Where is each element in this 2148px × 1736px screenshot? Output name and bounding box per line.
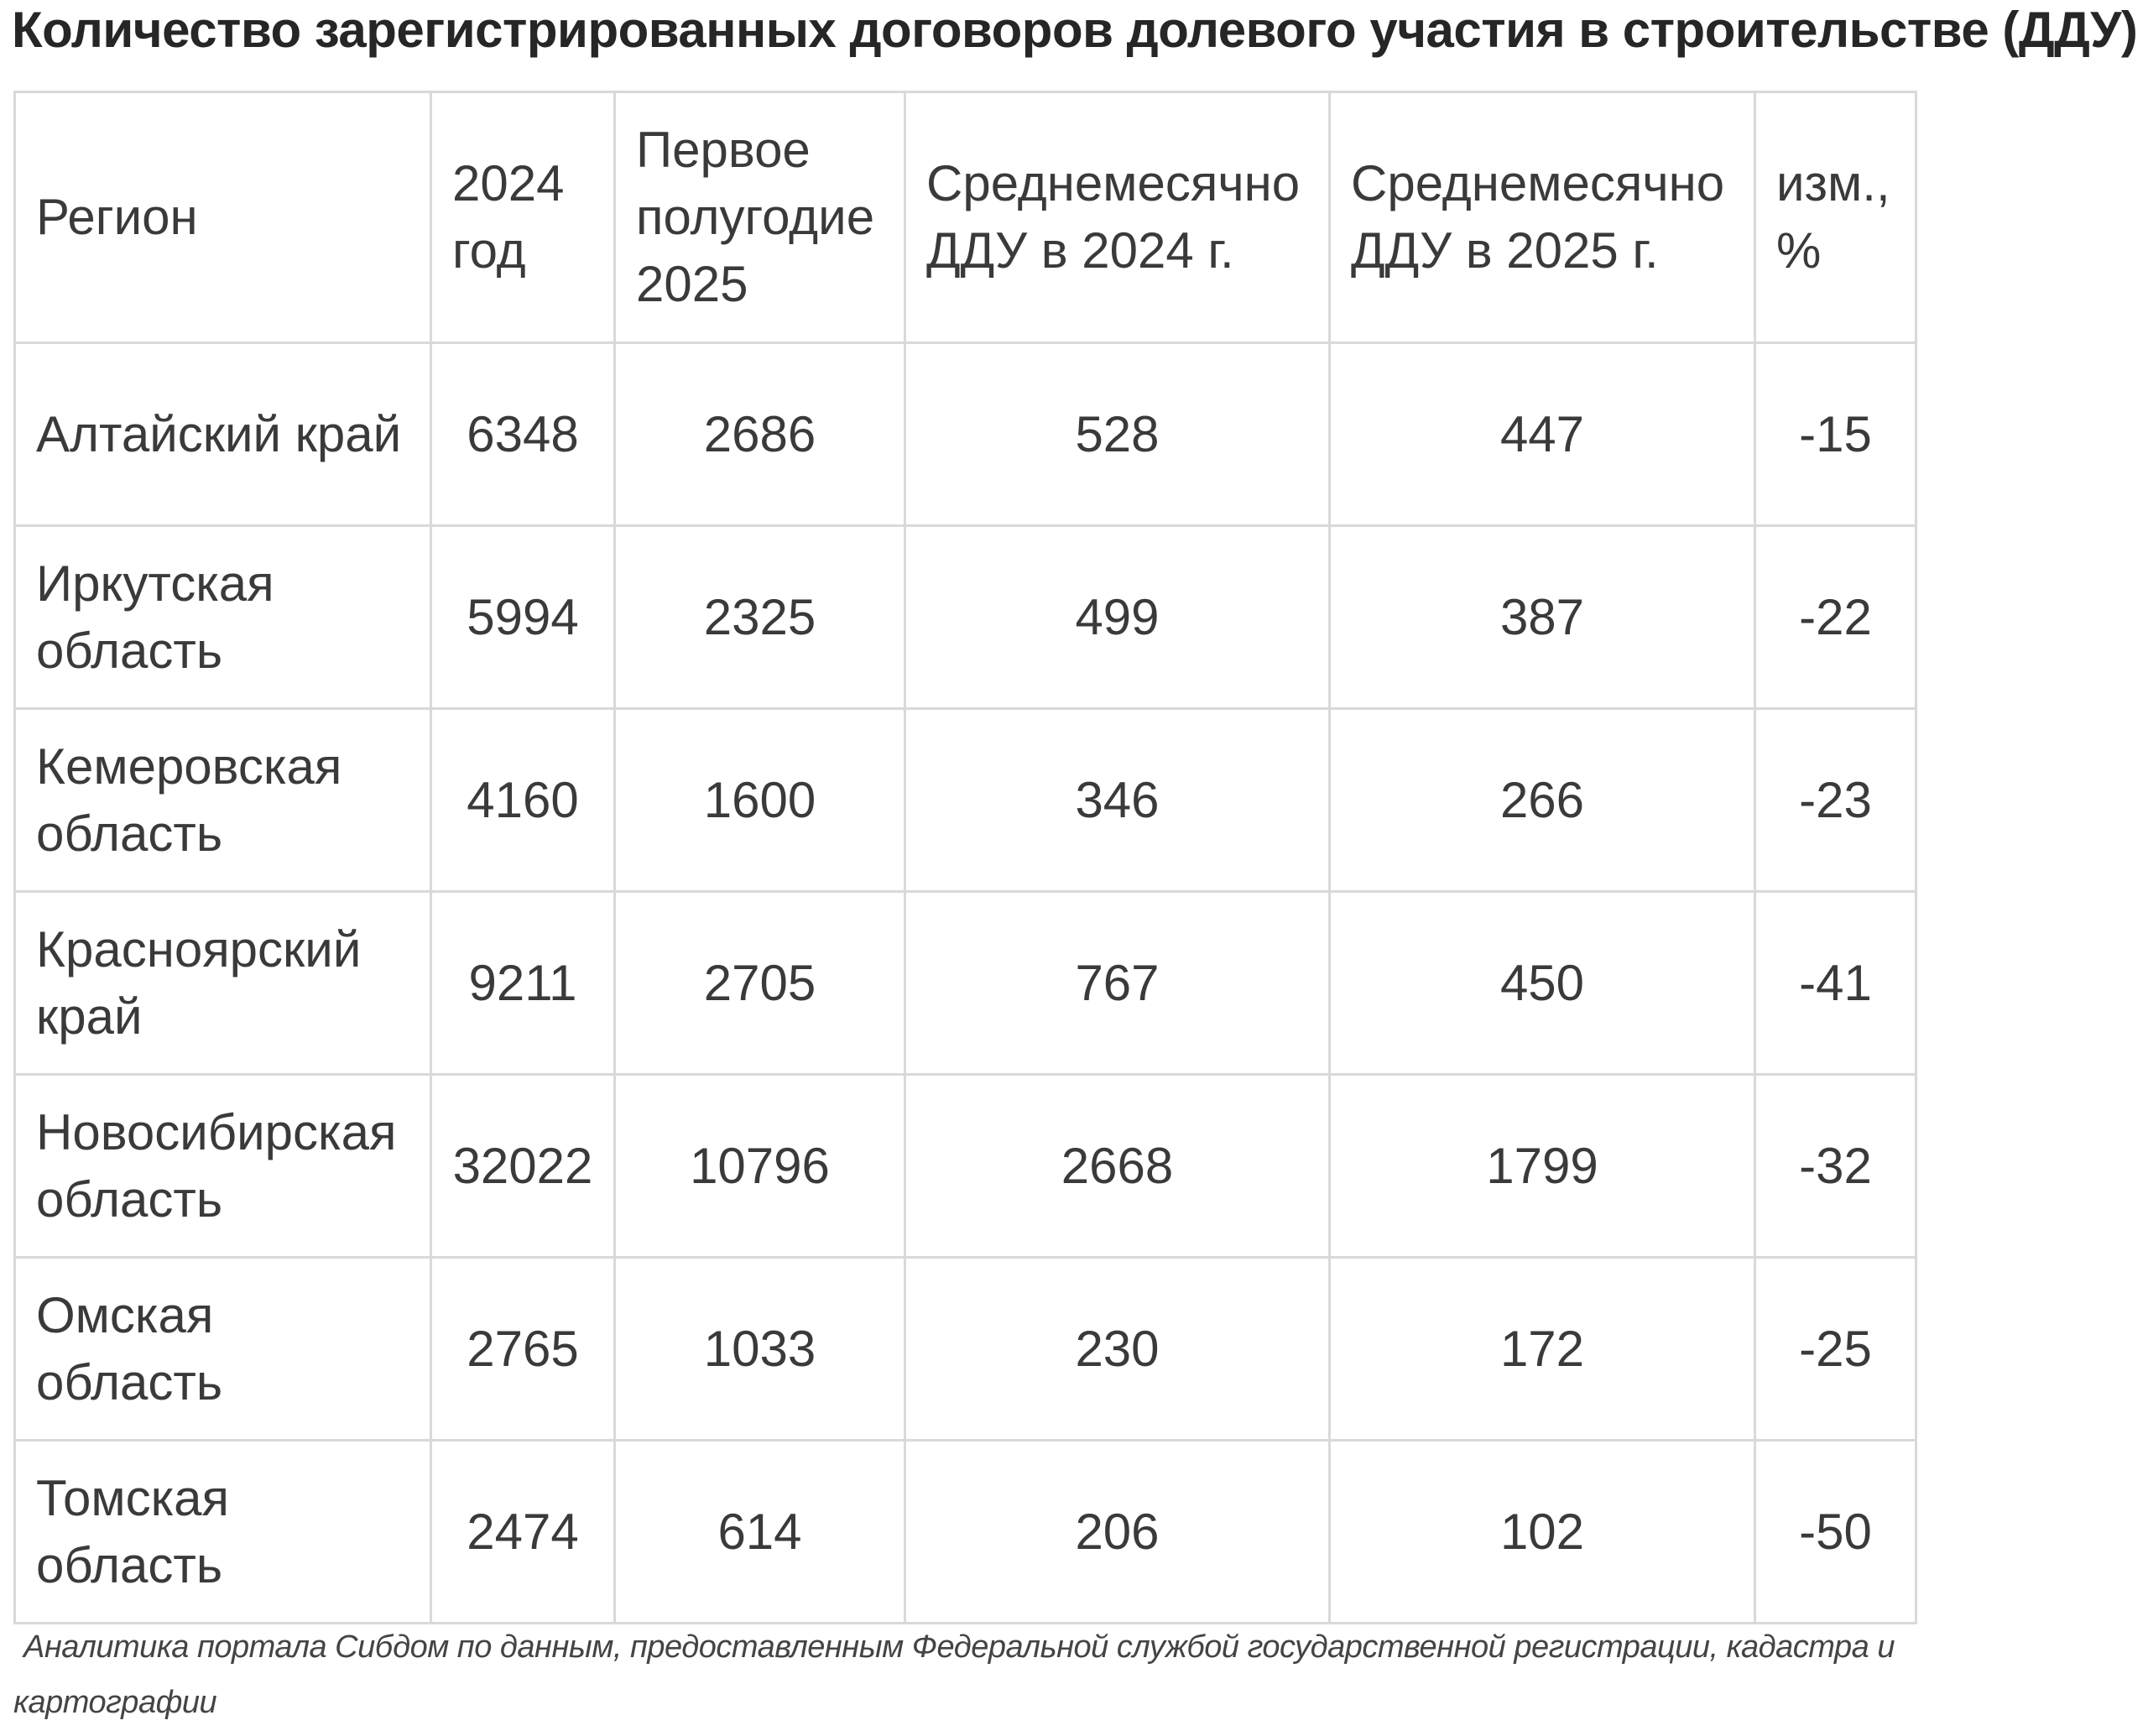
cell-h1-2025: 2705 — [613, 890, 906, 1076]
cell-h1-2025: 10796 — [613, 1073, 906, 1259]
cell-region: Алтайский край — [13, 341, 432, 527]
cell-avg-2024: 346 — [904, 707, 1331, 893]
table-row: Красноярский край 9211 2705 767 450 -41 — [13, 890, 1917, 1076]
table-header-row: Регион 2024 год Первое полугодие 2025 Ср… — [13, 91, 1917, 344]
cell-region: Красноярский край — [13, 890, 432, 1076]
table-row: Иркутская область 5994 2325 499 387 -22 — [13, 524, 1917, 710]
cell-change: -25 — [1754, 1256, 1917, 1441]
header-avg-2024: Среднемесячно ДДУ в 2024 г. — [904, 91, 1331, 344]
cell-avg-2025: 1799 — [1328, 1073, 1756, 1259]
table-row: Омская область 2765 1033 230 172 -25 — [13, 1256, 1917, 1441]
page-title: Количество зарегистрированных договоров … — [12, 2, 2138, 58]
cell-region: Кемеровская область — [13, 707, 432, 893]
cell-region: Иркутская область — [13, 524, 432, 710]
cell-region: Новосибирская область — [13, 1073, 432, 1259]
cell-h1-2025: 1033 — [613, 1256, 906, 1441]
cell-2024: 6348 — [430, 341, 616, 527]
cell-2024: 9211 — [430, 890, 616, 1076]
cell-avg-2025: 387 — [1328, 524, 1756, 710]
cell-avg-2025: 102 — [1328, 1439, 1756, 1624]
cell-h1-2025: 614 — [613, 1439, 906, 1624]
cell-avg-2024: 528 — [904, 341, 1331, 527]
cell-avg-2024: 206 — [904, 1439, 1331, 1624]
cell-avg-2024: 499 — [904, 524, 1331, 710]
cell-change: -22 — [1754, 524, 1917, 710]
table-row: Новосибирская область 32022 10796 2668 1… — [13, 1073, 1917, 1259]
cell-2024: 4160 — [430, 707, 616, 893]
cell-h1-2025: 2325 — [613, 524, 906, 710]
cell-avg-2024: 2668 — [904, 1073, 1331, 1259]
cell-2024: 2765 — [430, 1256, 616, 1441]
cell-change: -32 — [1754, 1073, 1917, 1259]
table-row: Томская область 2474 614 206 102 -50 — [13, 1439, 1917, 1624]
cell-2024: 32022 — [430, 1073, 616, 1259]
cell-avg-2025: 266 — [1328, 707, 1756, 893]
cell-change: -50 — [1754, 1439, 1917, 1624]
cell-avg-2024: 230 — [904, 1256, 1331, 1441]
header-change: изм., % — [1754, 91, 1917, 344]
cell-2024: 5994 — [430, 524, 616, 710]
cell-h1-2025: 1600 — [613, 707, 906, 893]
cell-avg-2025: 450 — [1328, 890, 1756, 1076]
cell-avg-2024: 767 — [904, 890, 1331, 1076]
cell-2024: 2474 — [430, 1439, 616, 1624]
header-region: Регион — [13, 91, 432, 344]
cell-avg-2025: 447 — [1328, 341, 1756, 527]
cell-change: -15 — [1754, 341, 1917, 527]
cell-region: Томская область — [13, 1439, 432, 1624]
table-row: Кемеровская область 4160 1600 346 266 -2… — [13, 707, 1917, 893]
cell-avg-2025: 172 — [1328, 1256, 1756, 1441]
caption-text: Аналитика портала Сибдом по данным, пред… — [13, 1629, 1895, 1720]
cell-region: Омская область — [13, 1256, 432, 1441]
table-row: Алтайский край 6348 2686 528 447 -15 — [13, 341, 1917, 527]
header-avg-2025: Среднемесячно ДДУ в 2025 г. — [1328, 91, 1756, 344]
header-h1-2025: Первое полугодие 2025 — [613, 91, 906, 344]
cell-change: -41 — [1754, 890, 1917, 1076]
cell-h1-2025: 2686 — [613, 341, 906, 527]
header-2024: 2024 год — [430, 91, 616, 344]
cell-change: -23 — [1754, 707, 1917, 893]
ddu-table: Регион 2024 год Первое полугодие 2025 Ср… — [13, 91, 1917, 1624]
source-caption: Аналитика портала Сибдом по данным, пред… — [13, 1619, 2061, 1730]
